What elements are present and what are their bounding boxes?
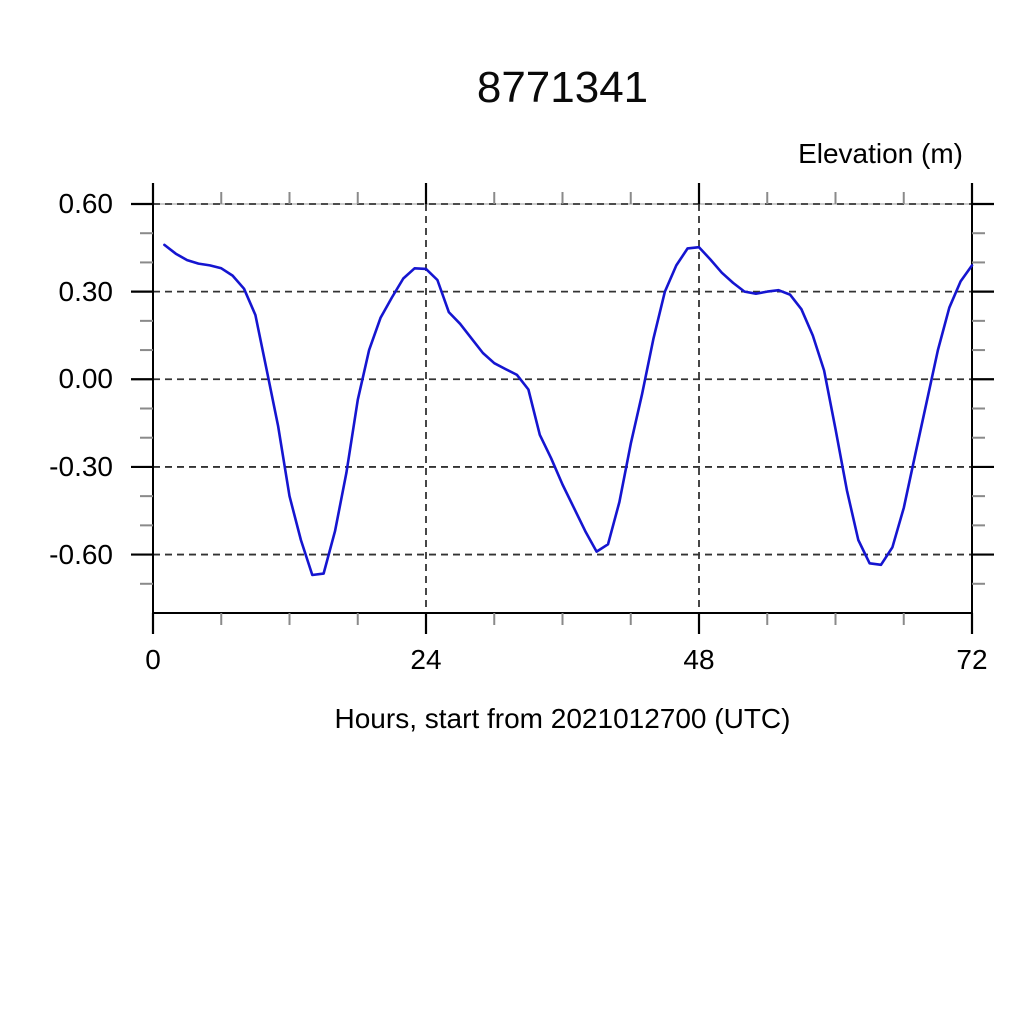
y-tick-label: 0.00 xyxy=(58,363,114,395)
y-tick-label: 0.30 xyxy=(58,275,114,307)
x-tick-label: 24 xyxy=(410,644,442,675)
y-tick-label: -0.30 xyxy=(49,450,113,482)
y-tick-label: -0.60 xyxy=(49,538,113,570)
x-tick-label: 72 xyxy=(956,644,988,675)
x-tick-label: 48 xyxy=(683,644,715,675)
y-axis-title: Elevation (m) xyxy=(798,138,963,169)
elevation-curve xyxy=(163,243,974,577)
x-tick-label: 0 xyxy=(145,644,161,675)
y-tick-label: 0.60 xyxy=(58,188,114,219)
chart-title: 8771341 xyxy=(476,63,649,112)
x-axis-title: Hours, start from 2021012700 (UTC) xyxy=(334,703,791,734)
